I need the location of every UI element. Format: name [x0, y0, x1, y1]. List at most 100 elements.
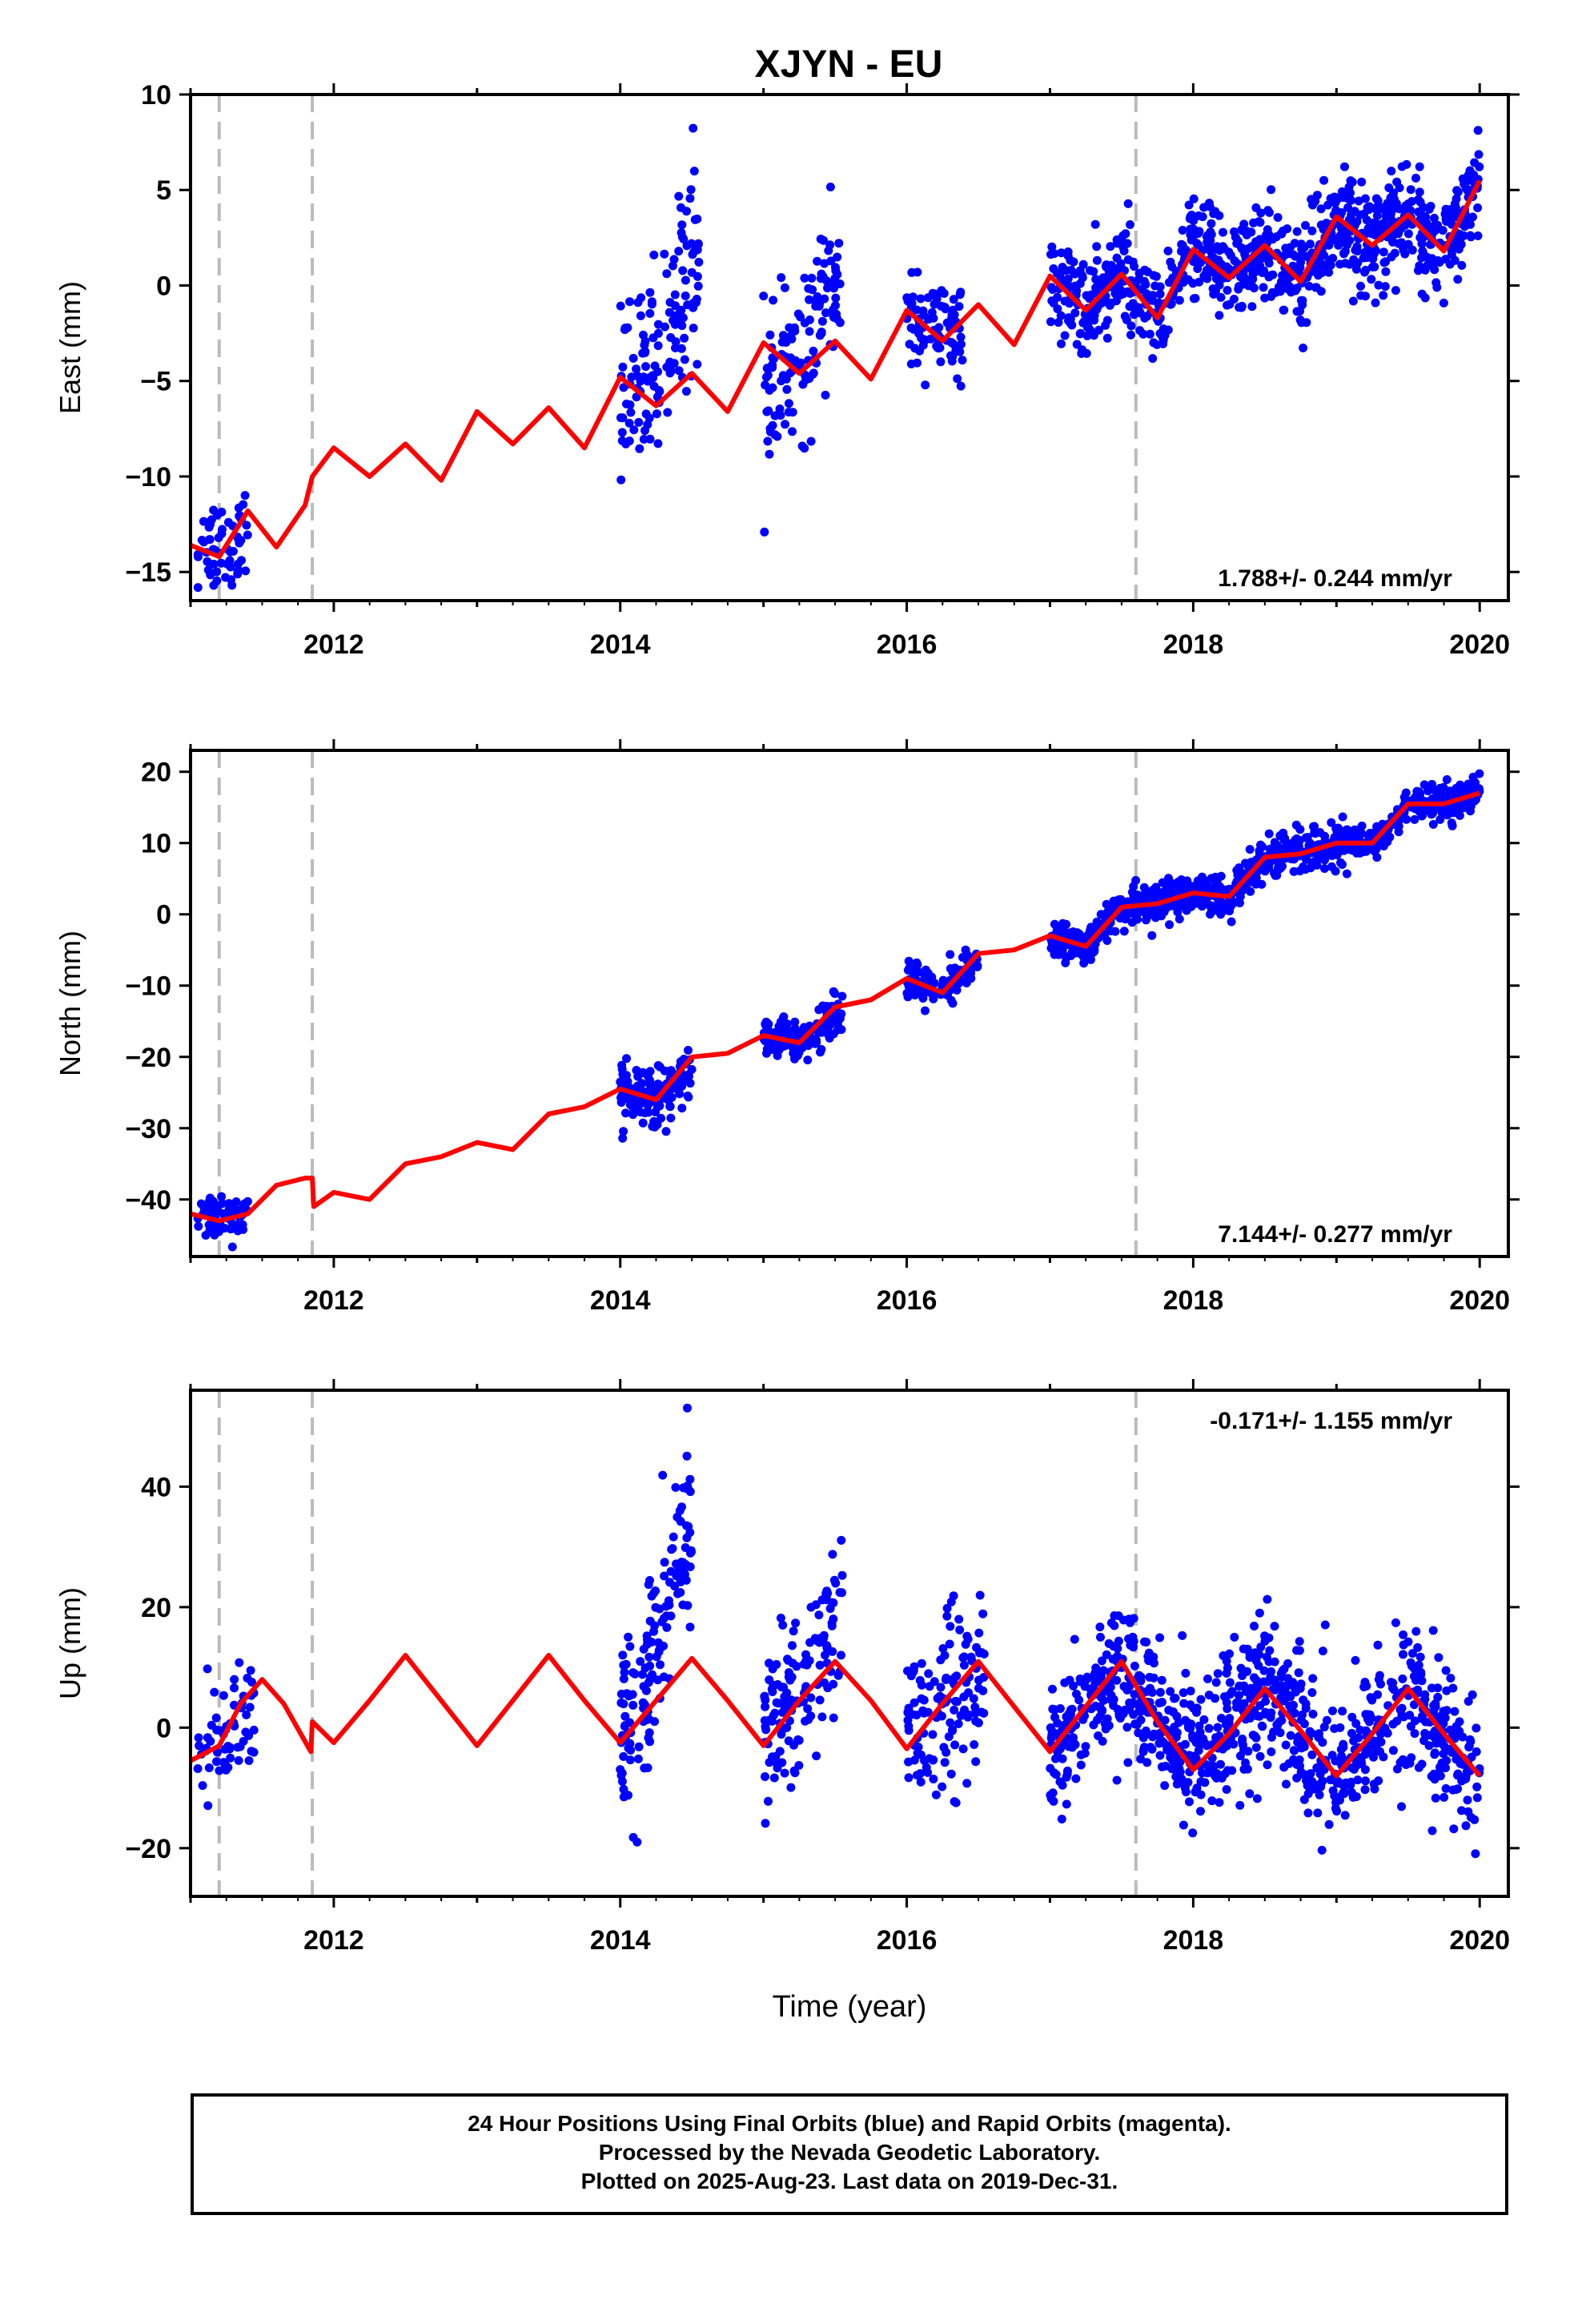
data-point	[825, 1604, 835, 1614]
data-point	[829, 1614, 838, 1624]
data-point	[1170, 1694, 1180, 1703]
data-point	[1195, 1721, 1204, 1731]
data-point	[1360, 194, 1370, 203]
data-point	[1378, 204, 1387, 214]
footer-line-3: Plotted on 2025-Aug-23. Last data on 201…	[580, 2169, 1118, 2193]
data-point	[1431, 1739, 1441, 1748]
data-point	[1126, 330, 1135, 340]
data-point	[666, 1611, 676, 1621]
data-point	[664, 1596, 673, 1606]
data-point	[1096, 910, 1106, 919]
data-point	[1264, 829, 1274, 838]
data-point	[618, 1092, 628, 1102]
data-point	[1275, 1728, 1285, 1738]
data-point	[1303, 833, 1312, 842]
data-point	[1453, 275, 1463, 284]
data-point	[193, 1764, 203, 1773]
panel-east: 2012 2014 2016 2018 2020 −15 −10 −5 0 5 10 East (mm…	[54, 80, 1520, 660]
x-tick-label: 2020	[1449, 629, 1510, 660]
data-point	[1226, 1690, 1235, 1699]
data-point	[1301, 1703, 1311, 1713]
data-point	[1057, 339, 1066, 348]
data-point	[660, 1558, 669, 1567]
x-tick-label: 2020	[1449, 1285, 1510, 1316]
x-tick-label: 2016	[877, 1285, 938, 1316]
data-point	[655, 1604, 665, 1614]
data-point	[1050, 1705, 1059, 1715]
data-point	[919, 311, 929, 320]
data-point	[1250, 1731, 1259, 1741]
data-point	[1245, 845, 1255, 854]
data-point	[916, 1777, 926, 1787]
data-point	[1441, 1763, 1450, 1773]
data-point	[652, 409, 661, 419]
data-point	[1090, 219, 1100, 229]
data-point	[233, 567, 243, 576]
data-point	[1467, 1752, 1476, 1762]
data-point	[1164, 278, 1174, 287]
data-point	[1082, 348, 1091, 358]
y-tick-label: 20	[141, 1593, 171, 1623]
x-tick-label: 2012	[303, 1925, 364, 1956]
data-point	[1347, 1712, 1357, 1722]
data-point	[1427, 1826, 1437, 1835]
data-point	[1235, 1751, 1245, 1761]
data-point	[1330, 1791, 1339, 1801]
data-point	[1355, 210, 1365, 219]
data-point	[1155, 282, 1165, 292]
data-point	[1263, 1594, 1272, 1604]
data-point	[1457, 260, 1467, 270]
data-point	[1121, 229, 1130, 239]
data-point	[624, 1743, 633, 1753]
data-point	[194, 1221, 203, 1231]
data-point	[800, 444, 809, 453]
data-point	[939, 302, 949, 312]
data-point	[1204, 1723, 1214, 1733]
data-point	[1046, 317, 1055, 327]
data-point	[1374, 220, 1383, 229]
rate-annotation: 7.144+/- 0.277 mm/yr	[1218, 1221, 1452, 1248]
data-point	[1283, 275, 1293, 284]
data-point	[620, 324, 630, 333]
data-point	[1311, 858, 1321, 867]
data-point	[618, 413, 628, 423]
data-point	[1184, 200, 1194, 210]
data-point	[1199, 1715, 1209, 1724]
data-point	[904, 956, 913, 966]
data-point	[769, 296, 778, 305]
data-point	[1186, 896, 1195, 906]
x-tick-label: 2018	[1163, 1925, 1224, 1956]
data-point	[1051, 1754, 1060, 1763]
data-point	[1140, 906, 1150, 915]
data-point	[647, 300, 656, 309]
data-point	[1194, 1746, 1203, 1755]
data-point	[644, 1678, 653, 1687]
data-point	[1126, 220, 1134, 229]
data-point	[1282, 1779, 1291, 1789]
data-point	[1240, 250, 1250, 259]
data-point	[243, 530, 252, 540]
data-point	[956, 332, 966, 342]
data-point	[816, 1047, 825, 1057]
data-point	[1453, 1769, 1463, 1779]
data-point	[1399, 1650, 1407, 1659]
data-point	[619, 1699, 628, 1709]
data-point	[693, 360, 702, 369]
data-point	[817, 316, 827, 326]
data-point	[949, 295, 958, 304]
data-point	[910, 344, 920, 353]
data-point	[949, 339, 958, 348]
data-point	[233, 1743, 243, 1752]
data-point	[1215, 211, 1224, 220]
data-point	[618, 1133, 628, 1143]
data-point	[1442, 217, 1451, 226]
data-point	[1439, 1792, 1449, 1802]
data-point	[1207, 230, 1216, 239]
data-point	[1160, 1781, 1170, 1791]
data-point	[1310, 822, 1319, 831]
data-point	[1082, 1672, 1092, 1682]
data-point	[800, 273, 809, 283]
data-point	[805, 315, 814, 324]
data-point	[1123, 199, 1133, 208]
data-point	[953, 1697, 962, 1707]
